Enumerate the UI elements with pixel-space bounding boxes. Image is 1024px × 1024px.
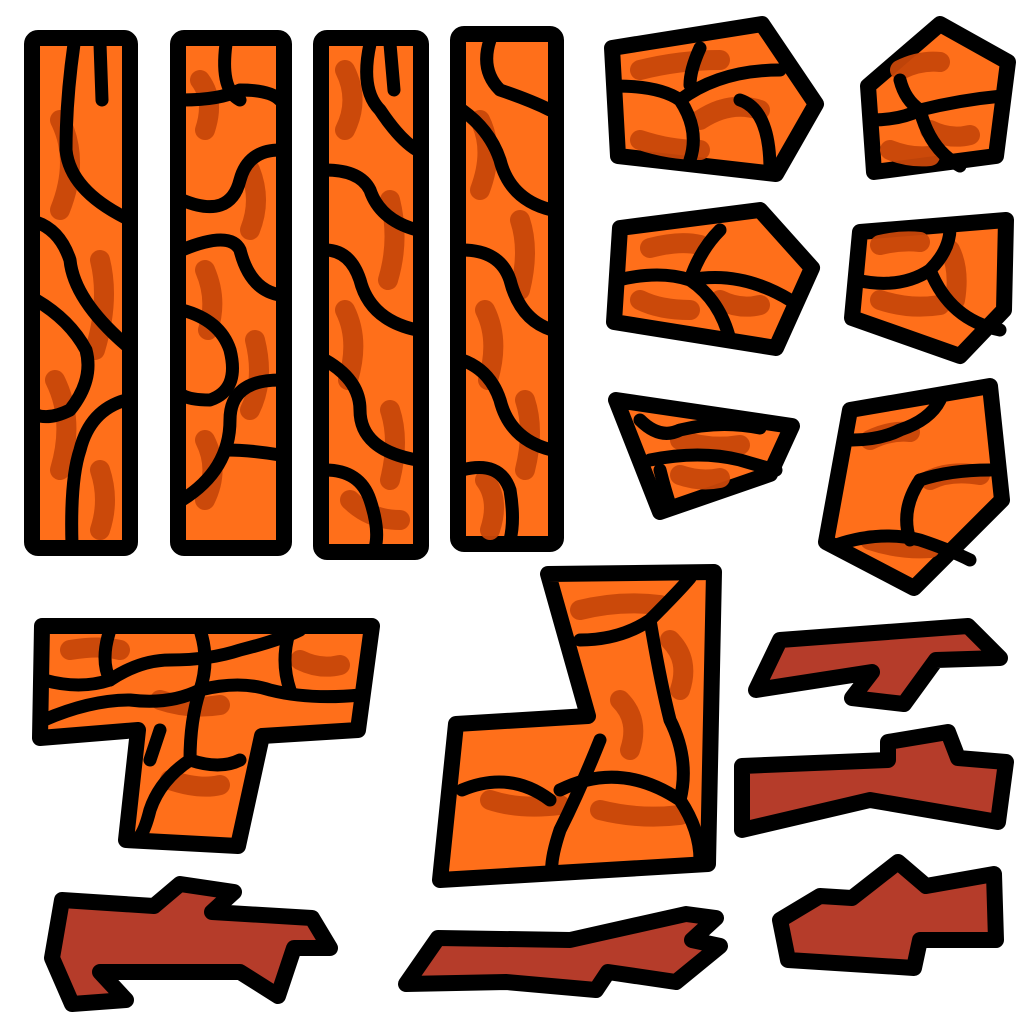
lava-column-4 bbox=[450, 26, 564, 552]
rock-shard-5 bbox=[398, 906, 728, 998]
lava-l-piece bbox=[432, 564, 722, 888]
lava-column-2 bbox=[170, 30, 292, 556]
rock-shard-3 bbox=[772, 854, 1004, 976]
lava-chunk-pentagon-4 bbox=[844, 212, 1014, 364]
rock-shard-2 bbox=[734, 724, 1014, 838]
lava-column-3 bbox=[313, 30, 429, 560]
lava-chunk-pentagon-3 bbox=[606, 202, 820, 356]
rock-shard-1 bbox=[748, 618, 1008, 712]
lava-chunk-pentagon-2 bbox=[860, 16, 1016, 180]
lava-chunk-triangle bbox=[608, 392, 800, 520]
lava-chunk-pentagon-1 bbox=[604, 16, 824, 182]
lava-column-1 bbox=[24, 30, 138, 556]
rock-shard-4 bbox=[44, 876, 338, 1012]
lava-t-piece bbox=[32, 618, 380, 854]
lava-chunk-pentagon-5 bbox=[818, 378, 1010, 596]
